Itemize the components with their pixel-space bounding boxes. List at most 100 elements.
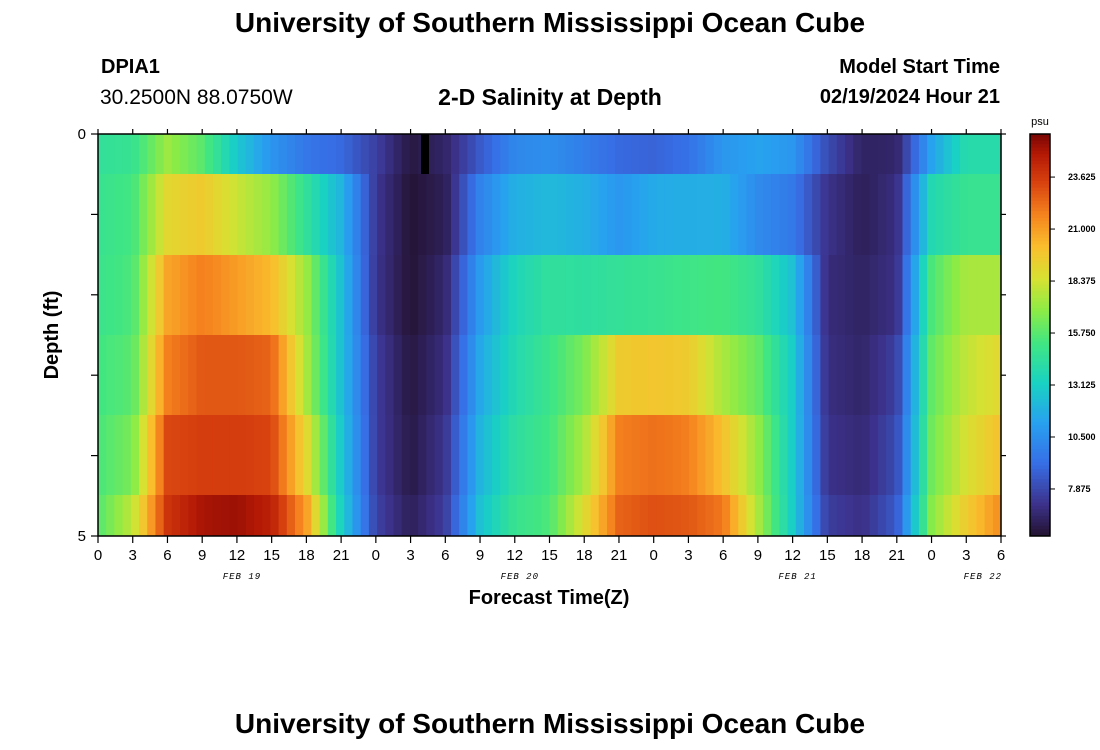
- heatmap-cell: [98, 174, 107, 255]
- colorbar-swatch: [1030, 137, 1050, 142]
- heatmap-cell: [590, 174, 600, 255]
- colorbar-swatch: [1030, 385, 1050, 390]
- heatmap-cell: [253, 134, 263, 174]
- heatmap-cell: [664, 495, 674, 536]
- heatmap-cell: [565, 134, 575, 174]
- heatmap-cell: [155, 255, 165, 335]
- colorbar-swatch: [1030, 144, 1050, 148]
- heatmap-cell: [762, 134, 772, 174]
- heatmap-cell: [664, 134, 674, 174]
- heatmap-cell: [270, 134, 280, 174]
- heatmap-cell: [779, 495, 789, 536]
- heatmap-cell: [861, 174, 871, 255]
- heatmap-cell: [820, 174, 830, 255]
- heatmap-cell: [836, 495, 846, 536]
- heatmap-cell: [147, 174, 157, 255]
- colorbar-swatch: [1030, 281, 1050, 286]
- heatmap-cell: [746, 255, 756, 335]
- heatmap-cell: [779, 255, 789, 335]
- missing-data-marker: [421, 134, 429, 174]
- heatmap-cell: [541, 495, 551, 536]
- heatmap-cell: [278, 335, 288, 415]
- colorbar-swatch: [1030, 304, 1050, 309]
- colorbar-swatch: [1030, 160, 1050, 165]
- chart-subtitle: 2-D Salinity at Depth: [438, 84, 662, 110]
- heatmap-cell: [163, 134, 173, 174]
- heatmap-cell: [204, 174, 214, 255]
- heatmap-cell: [615, 134, 624, 174]
- colorbar-tick-label: 23.625: [1068, 172, 1096, 182]
- heatmap-cell: [229, 335, 239, 415]
- heatmap-cell: [730, 335, 739, 415]
- heatmap-cell: [910, 415, 920, 495]
- heatmap-cell: [344, 415, 354, 495]
- heatmap-cell: [582, 415, 592, 495]
- x-tick-label: 3: [684, 547, 692, 564]
- heatmap-cell: [130, 134, 140, 174]
- heatmap-cell: [574, 134, 583, 174]
- colorbar-swatch: [1030, 361, 1050, 366]
- colorbar-swatch: [1030, 318, 1050, 323]
- heatmap-cell: [894, 335, 904, 415]
- heatmap-cell: [869, 495, 879, 536]
- heatmap-cell: [853, 255, 863, 335]
- heatmap-cell: [672, 495, 682, 536]
- heatmap-cell: [245, 255, 255, 335]
- heatmap-cell: [139, 335, 148, 415]
- heatmap-cell: [984, 495, 994, 536]
- heatmap-cell: [935, 335, 945, 415]
- heatmap-cell: [869, 134, 879, 174]
- heatmap-cell: [713, 495, 723, 536]
- heatmap-cell: [836, 415, 846, 495]
- colorbar-frame: [1029, 133, 1051, 537]
- colorbar-swatch: [1030, 371, 1050, 376]
- heatmap-cell: [549, 134, 559, 174]
- heatmap-cell: [927, 415, 936, 495]
- heatmap-cell: [598, 495, 608, 536]
- colorbar-swatch: [1030, 147, 1050, 152]
- heatmap-cell: [533, 134, 542, 174]
- heatmap-cell: [590, 134, 600, 174]
- heatmap-cell: [295, 495, 304, 536]
- colorbar-swatch: [1030, 278, 1050, 282]
- heatmap-cell: [516, 335, 526, 415]
- x-tick-label: 15: [819, 547, 836, 564]
- heatmap-cell: [171, 134, 181, 174]
- heatmap-cell: [180, 335, 189, 415]
- heatmap-cell: [344, 255, 354, 335]
- heatmap-cell: [943, 255, 953, 335]
- heatmap-cell: [303, 335, 313, 415]
- heatmap-cell: [656, 495, 666, 536]
- colorbar-swatch: [1030, 261, 1050, 266]
- heatmap-cell: [984, 174, 994, 255]
- x-tick-label: 15: [541, 547, 558, 564]
- heatmap-cell: [352, 415, 362, 495]
- heatmap-cell: [795, 134, 805, 174]
- heatmap-cell: [368, 335, 378, 415]
- heatmap-cell: [508, 174, 518, 255]
- heatmap-cell: [623, 134, 633, 174]
- heatmap-cell: [270, 335, 280, 415]
- colorbar-swatch: [1030, 140, 1050, 145]
- heatmap-cell: [623, 495, 633, 536]
- heatmap-cell: [795, 255, 805, 335]
- colorbar-swatch: [1030, 180, 1050, 185]
- heatmap-cell: [368, 415, 378, 495]
- heatmap-cell: [869, 415, 879, 495]
- heatmap-cell: [836, 134, 846, 174]
- heatmap-cell: [984, 415, 994, 495]
- heatmap-cell: [163, 415, 173, 495]
- heatmap-cell: [245, 174, 255, 255]
- colorbar-swatch: [1030, 164, 1050, 168]
- heatmap-cell: [746, 335, 756, 415]
- heatmap-cell: [943, 134, 953, 174]
- colorbar-swatch: [1030, 469, 1050, 473]
- heatmap-cell: [303, 255, 313, 335]
- heatmap-cell: [434, 134, 444, 174]
- colorbar-swatch: [1030, 462, 1050, 467]
- heatmap-cell: [779, 134, 789, 174]
- colorbar-swatch: [1030, 435, 1050, 440]
- heatmap-cell: [188, 415, 198, 495]
- heatmap-cell: [180, 174, 189, 255]
- heatmap-cell: [270, 255, 280, 335]
